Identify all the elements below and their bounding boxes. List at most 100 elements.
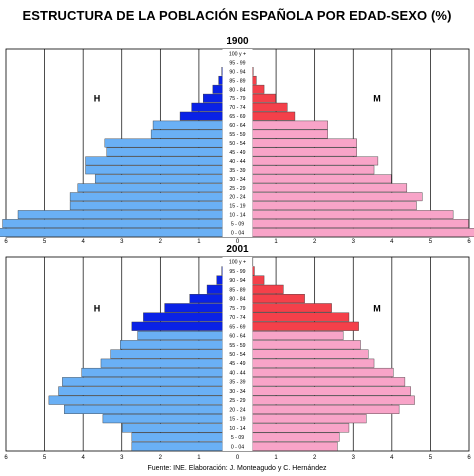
male-bar-55-59 [120,340,223,350]
female-bar-65-69 [252,321,359,331]
x-tick-label: 6 [467,455,471,461]
female-bar-60-64 [252,120,328,130]
sex-label-men: H [94,94,101,104]
female-bar-5-09 [252,432,340,442]
male-bar-30-34 [58,386,223,396]
female-bar-95-99 [252,266,255,276]
x-tick-label: 1 [274,455,278,461]
male-bar-80-84 [212,84,223,94]
female-bar-15-19 [252,201,417,211]
age-label: 35 - 39 [229,168,245,174]
age-label: 100 y + [229,260,246,266]
male-bar-15-19 [69,201,223,211]
pyramid-title: 2001 [226,244,249,255]
age-label: 30 - 34 [229,389,245,395]
female-bar-75-79 [252,303,332,313]
age-label: 10 - 14 [229,213,245,219]
female-bar-85-89 [252,75,257,85]
age-label: 20 - 24 [229,195,245,201]
female-bar-0-04 [252,228,474,237]
male-bar-70-74 [143,312,223,322]
age-label: 80 - 84 [229,297,245,303]
age-label: 50 - 54 [229,352,245,358]
age-label: 80 - 84 [229,87,245,93]
male-bar-75-79 [164,303,223,313]
male-bar-10-14 [17,210,223,219]
female-bar-45-49 [252,147,357,157]
x-tick-label: 1 [197,239,201,245]
x-tick-label: 1 [274,239,278,245]
x-tick-label: 4 [81,455,85,461]
age-label: 60 - 64 [229,334,245,340]
male-bar-60-64 [137,331,223,341]
age-label: 25 - 29 [229,186,245,192]
female-bar-85-89 [252,284,284,294]
female-bar-50-54 [252,349,369,359]
x-tick-label: 2 [313,239,317,245]
age-label: 90 - 94 [229,69,245,75]
male-bar-75-79 [203,93,223,103]
male-bar-5-09 [2,219,223,228]
male-bar-25-29 [48,395,223,405]
age-label: 25 - 29 [229,398,245,404]
x-tick-label: 1 [197,455,201,461]
male-bar-40-44 [85,156,223,166]
age-label: 75 - 79 [229,96,245,102]
male-bar-30-34 [94,174,223,184]
x-tick-label: 6 [4,455,8,461]
age-label: 95 - 99 [229,269,245,275]
age-label: 75 - 79 [229,306,245,312]
female-bar-80-84 [252,294,305,304]
x-tick-label: 2 [159,455,163,461]
x-tick-label: 2 [313,455,317,461]
x-tick-label: 6 [4,239,8,245]
age-label: 70 - 74 [229,315,245,321]
age-label: 50 - 54 [229,141,245,147]
male-bar-20-24 [69,192,223,202]
age-label: 0 - 04 [231,231,244,237]
x-tick-label: 5 [43,239,47,245]
female-bar-55-59 [252,129,328,139]
female-bar-70-74 [252,102,288,112]
x-tick-label: 2 [159,239,163,245]
male-bar-60-64 [152,120,223,130]
female-bar-20-24 [252,192,423,202]
sex-label-women: M [373,94,381,104]
male-bar-10-14 [121,423,223,433]
age-label: 60 - 64 [229,123,245,129]
male-bar-85-89 [206,284,223,294]
age-label: 55 - 59 [229,132,245,138]
male-bar-25-29 [77,183,223,193]
age-label: 35 - 39 [229,380,245,386]
female-bar-80-84 [252,84,265,94]
female-bar-35-39 [252,377,406,387]
x-tick-label: 3 [352,455,356,461]
female-bar-50-54 [252,138,357,148]
female-bar-30-34 [252,174,392,184]
female-bar-60-64 [252,331,344,341]
age-label: 15 - 19 [229,204,245,210]
female-bar-40-44 [252,367,394,377]
female-bar-10-14 [252,423,350,433]
age-label-column [222,257,253,451]
male-bar-0-04 [0,228,223,237]
female-bar-40-44 [252,156,379,166]
male-bar-90-94 [221,67,223,76]
male-bar-85-89 [218,75,223,85]
age-label: 45 - 49 [229,150,245,156]
source-note: Fuente: INE. Elaboración: J. Monteagudo … [147,465,327,472]
male-bar-20-24 [64,404,223,414]
age-label: 10 - 14 [229,426,245,432]
age-label: 95 - 99 [229,60,245,66]
age-label: 30 - 34 [229,177,245,183]
age-label: 65 - 69 [229,324,245,330]
x-tick-label: 4 [390,239,394,245]
female-bar-90-94 [252,275,265,285]
male-bar-65-69 [131,321,223,331]
sex-label-women: M [373,303,381,313]
male-bar-95-99 [221,266,223,276]
male-bar-80-84 [189,294,223,304]
age-label: 55 - 59 [229,343,245,349]
male-bar-35-39 [62,377,223,387]
